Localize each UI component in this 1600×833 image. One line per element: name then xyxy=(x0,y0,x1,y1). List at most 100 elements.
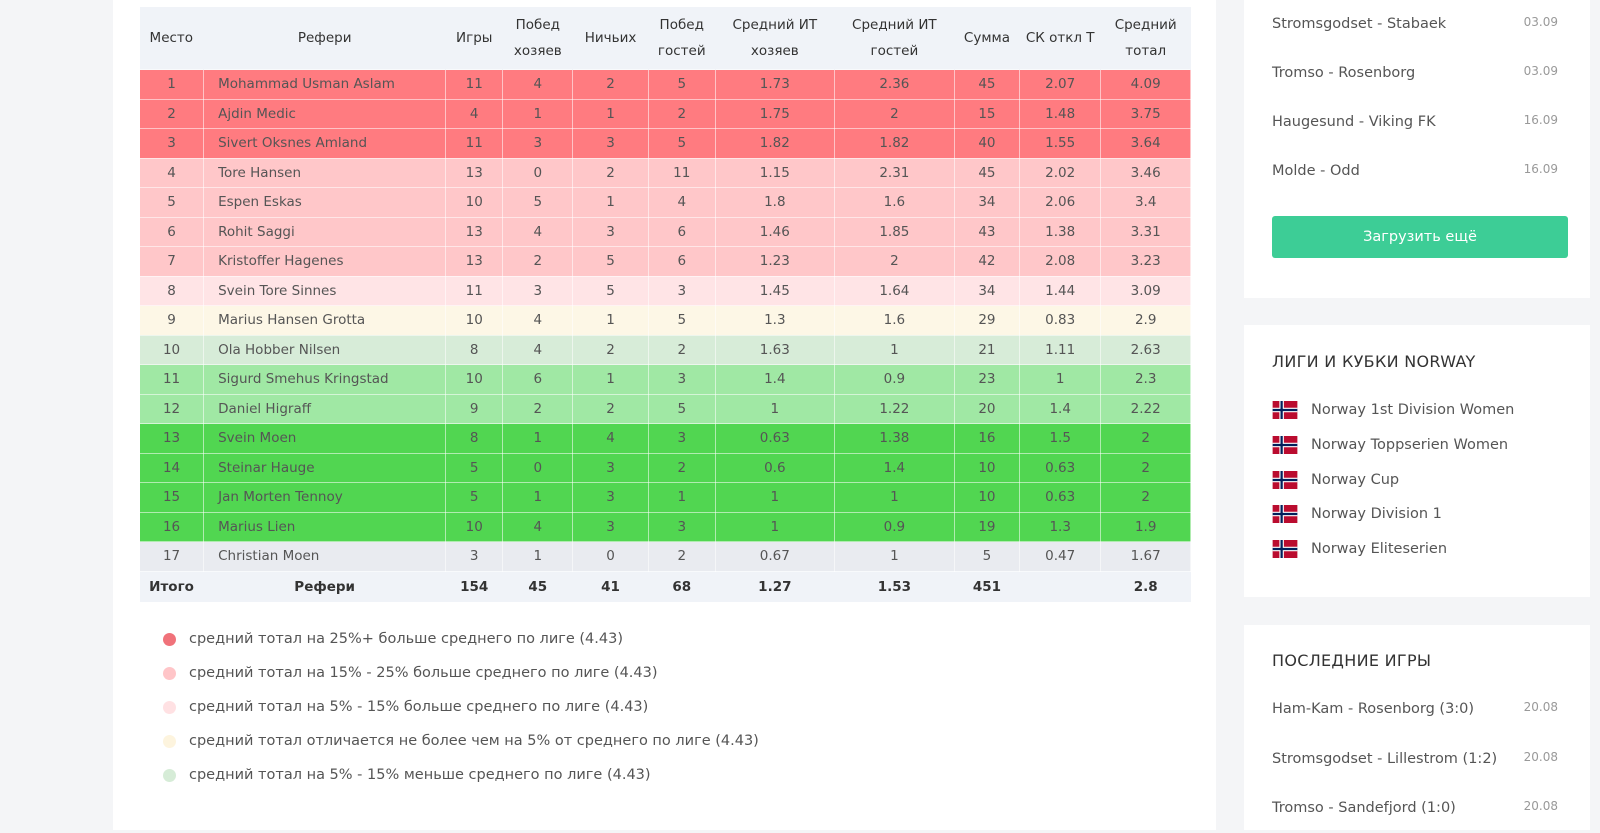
col-header-std-dev[interactable]: СК откл Т xyxy=(1019,7,1102,70)
cell-sum: 34 xyxy=(953,275,1021,306)
table-row: 9 Marius Hansen Grotta 10 4 1 5 1.3 1.6 29 0.83 2.… xyxy=(138,305,1191,336)
league-name[interactable]: Norway Division 1 xyxy=(1311,506,1442,522)
cell-away-wins: 2 xyxy=(647,334,716,365)
cell-referee[interactable]: Marius Hansen Grotta xyxy=(203,305,447,336)
cell-referee[interactable]: Daniel Higraff xyxy=(203,393,447,424)
cell-rank: 2 xyxy=(138,98,205,129)
table-row: 13 Svein Moen 8 1 4 3 0.63 1.38 16 1.5 2 xyxy=(138,423,1191,454)
cell-rank: 1 xyxy=(138,69,205,100)
cell-referee[interactable]: Sivert Oksnes Amland xyxy=(203,128,447,159)
cell-avg-away-goals: 2 xyxy=(833,98,955,129)
match-item[interactable]: Stromsgodset - Stabaek 03.09 xyxy=(1244,0,1590,49)
col-header-avg-away-goals[interactable]: Средний ИТ гостей xyxy=(834,7,955,70)
cell-draws: 2 xyxy=(572,69,649,100)
league-item[interactable]: Norway Cup xyxy=(1272,468,1399,492)
cell-games: 4 xyxy=(445,98,504,129)
league-item[interactable]: Norway 1st Division Women xyxy=(1272,398,1514,422)
cell-sum: 19 xyxy=(953,511,1021,542)
total-cell-avg-total: 2.8 xyxy=(1100,571,1191,602)
cell-draws: 1 xyxy=(572,187,649,218)
col-header-draws[interactable]: Ничьих xyxy=(572,7,649,70)
cell-home-wins: 2 xyxy=(502,393,574,424)
cell-avg-away-goals: 0.9 xyxy=(833,511,955,542)
cell-std-dev: 2.02 xyxy=(1018,157,1102,188)
col-header-home-wins[interactable]: Побед хозяев xyxy=(502,7,574,70)
league-item[interactable]: Norway Toppserien Women xyxy=(1272,433,1508,457)
load-more-button[interactable]: Загрузить ещё xyxy=(1272,216,1568,258)
match-item[interactable]: Haugesund - Viking FK 16.09 xyxy=(1244,98,1590,147)
cell-sum: 43 xyxy=(953,216,1021,247)
cell-avg-home-goals: 1.63 xyxy=(714,334,835,365)
match-item[interactable]: Tromso - Rosenborg 03.09 xyxy=(1244,49,1590,98)
cell-away-wins: 1 xyxy=(647,482,716,513)
cell-rank: 5 xyxy=(138,187,205,218)
col-header-sum[interactable]: Сумма xyxy=(954,7,1021,70)
cell-away-wins: 5 xyxy=(647,305,716,336)
cell-home-wins: 2 xyxy=(502,246,574,277)
cell-sum: 21 xyxy=(953,334,1021,365)
cell-referee[interactable]: Ajdin Medic xyxy=(203,98,447,129)
col-header-avg-home-goals[interactable]: Средний ИТ хозяев xyxy=(715,7,835,70)
match-item[interactable]: Ham-Kam - Rosenborg (3:0) 20.08 xyxy=(1244,685,1590,734)
league-name[interactable]: Norway Cup xyxy=(1311,472,1400,488)
match-item[interactable]: Tromso - Sandefjord (1:0) 20.08 xyxy=(1244,784,1590,833)
cell-draws: 5 xyxy=(572,275,649,306)
cell-referee[interactable]: Svein Tore Sinnes xyxy=(203,275,447,306)
cell-std-dev: 0.47 xyxy=(1018,541,1102,572)
cell-home-wins: 4 xyxy=(502,334,574,365)
match-name[interactable]: Tromso - Rosenborg xyxy=(1272,65,1416,81)
cell-referee[interactable]: Svein Moen xyxy=(203,423,447,454)
cell-referee[interactable]: Rohit Saggi xyxy=(203,216,447,247)
col-header-referee[interactable]: Рефери xyxy=(203,7,447,70)
match-name[interactable]: Molde - Odd xyxy=(1272,163,1360,179)
legend-text: средний тотал на 25%+ больше среднего по… xyxy=(189,631,623,647)
cell-referee[interactable]: Steinar Hauge xyxy=(203,452,447,483)
match-name[interactable]: Stromsgodset - Lillestrom (1:2) xyxy=(1272,751,1498,767)
table-total-row: Итого Рефери 154 45 41 68 1.27 1.53 451 2.8 xyxy=(139,571,1191,602)
league-item[interactable]: Norway Eliteserien xyxy=(1272,537,1447,561)
cell-sum: 10 xyxy=(953,482,1021,513)
col-header-games[interactable]: Игры xyxy=(445,7,504,70)
cell-avg-home-goals: 1.23 xyxy=(714,246,835,277)
cell-referee[interactable]: Christian Moen xyxy=(203,541,447,572)
cell-referee[interactable]: Ola Hobber Nilsen xyxy=(203,334,447,365)
cell-referee[interactable]: Espen Eskas xyxy=(203,187,447,218)
match-name[interactable]: Ham-Kam - Rosenborg (3:0) xyxy=(1272,701,1475,717)
cell-referee[interactable]: Jan Morten Tennoy xyxy=(203,482,447,513)
match-name[interactable]: Tromso - Sandefjord (1:0) xyxy=(1272,800,1456,816)
match-name[interactable]: Stromsgodset - Stabaek xyxy=(1272,16,1447,32)
cell-avg-total: 3.4 xyxy=(1100,187,1191,218)
cell-referee[interactable]: Tore Hansen xyxy=(203,157,447,188)
cell-draws: 1 xyxy=(572,364,649,395)
league-name[interactable]: Norway Toppserien Women xyxy=(1311,437,1509,453)
league-name[interactable]: Norway 1st Division Women xyxy=(1311,402,1515,418)
cell-draws: 2 xyxy=(572,334,649,365)
cell-rank: 8 xyxy=(138,275,205,306)
cell-avg-away-goals: 1.82 xyxy=(833,128,955,159)
league-item[interactable]: Norway Division 1 xyxy=(1272,502,1442,526)
col-header-away-wins[interactable]: Побед гостей xyxy=(648,7,716,70)
cell-avg-total: 1.9 xyxy=(1100,511,1191,542)
match-item[interactable]: Molde - Odd 16.09 xyxy=(1244,147,1590,196)
col-header-avg-total[interactable]: Средний тотал xyxy=(1100,7,1191,70)
cell-games: 11 xyxy=(445,275,504,306)
legend-dot xyxy=(163,700,176,714)
cell-referee[interactable]: Kristoffer Hagenes xyxy=(203,246,447,277)
cell-draws: 5 xyxy=(572,246,649,277)
cell-referee[interactable]: Mohammad Usman Aslam xyxy=(203,69,447,100)
cell-referee[interactable]: Sigurd Smehus Kringstad xyxy=(203,364,447,395)
league-name[interactable]: Norway Eliteserien xyxy=(1311,541,1448,557)
cell-away-wins: 3 xyxy=(647,364,716,395)
legend-text: средний тотал на 5% - 15% больше среднег… xyxy=(189,699,649,715)
cell-home-wins: 4 xyxy=(502,216,574,247)
cell-referee[interactable]: Marius Lien xyxy=(203,511,447,542)
match-item[interactable]: Stromsgodset - Lillestrom (1:2) 20.08 xyxy=(1244,735,1590,784)
match-name[interactable]: Haugesund - Viking FK xyxy=(1272,114,1436,130)
cell-games: 13 xyxy=(445,246,504,277)
cell-games: 11 xyxy=(445,69,504,100)
col-header-rank[interactable]: Место xyxy=(139,7,205,70)
cell-away-wins: 5 xyxy=(647,393,716,424)
cell-rank: 13 xyxy=(138,423,205,454)
table-header-row: Место Рефери Игры Побед хозяев Ничьих По… xyxy=(139,7,1191,70)
cell-avg-away-goals: 1.4 xyxy=(833,452,955,483)
